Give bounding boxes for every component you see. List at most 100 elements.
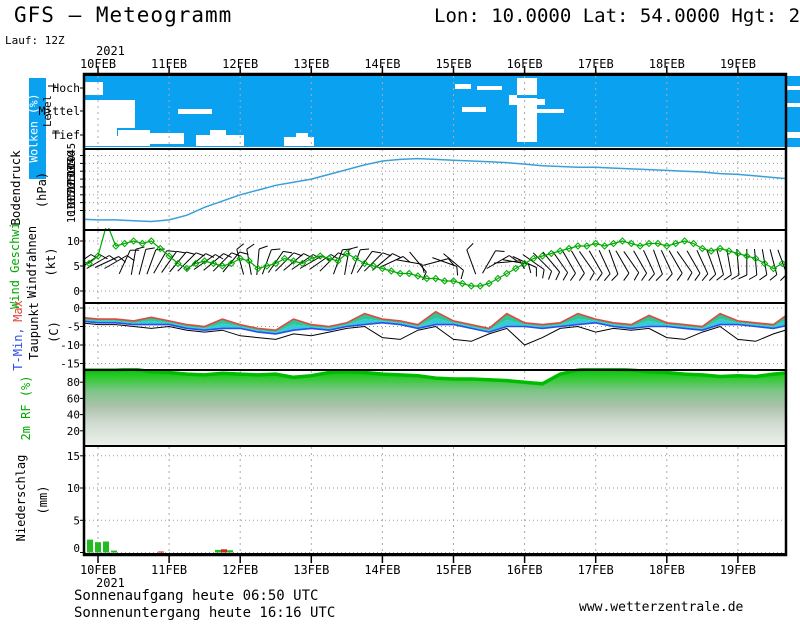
- wind-marker: [431, 274, 440, 283]
- panel-title-3: Max: [11, 300, 25, 322]
- wind-marker: [104, 221, 110, 227]
- wind-barb: [222, 251, 241, 273]
- wind-marker: [538, 252, 547, 260]
- wind-barb: [372, 253, 393, 271]
- wind-marker: [129, 237, 138, 245]
- wind-marker: [618, 237, 627, 245]
- wind-marker: [751, 254, 760, 263]
- wind-marker: [511, 264, 520, 273]
- wind-marker: [440, 277, 449, 285]
- top-day-label: 19FEB: [720, 57, 756, 71]
- wind-barb: [623, 251, 640, 273]
- wind-marker: [769, 264, 778, 273]
- wind-barb: [161, 251, 178, 273]
- website-credit: www.wetterzentrale.de: [579, 600, 744, 615]
- wind-barb-feather: [246, 243, 255, 250]
- model-run-label: Lauf: 12Z: [5, 34, 65, 47]
- wind-series: [85, 221, 785, 290]
- panel-title-2: Wind Geschwi.: [8, 215, 22, 309]
- wind-barb-feather: [126, 255, 135, 262]
- wind-marker: [334, 257, 342, 265]
- wind-barb: [608, 249, 619, 275]
- wind-marker: [609, 239, 618, 248]
- wind-barb-feather: [460, 270, 464, 280]
- wind-marker: [138, 239, 147, 248]
- wind-marker: [556, 247, 564, 255]
- wind-speed-line: [85, 228, 783, 287]
- wind-marker: [200, 257, 209, 265]
- wind-marker: [503, 269, 511, 278]
- sunrise-time: Sonnenaufgang heute 06:50 UTC: [74, 588, 319, 604]
- wind-barb: [85, 254, 92, 260]
- panel-title-4: 2m RF (%): [19, 375, 33, 440]
- wind-barb: [726, 249, 732, 275]
- wind-marker: [405, 269, 413, 278]
- wind-marker: [707, 247, 715, 255]
- wind-barb-feather: [562, 272, 569, 281]
- wind-barb-feather: [542, 269, 545, 279]
- wind-marker: [351, 254, 360, 263]
- bottom-day-label: 13FEB: [293, 563, 329, 577]
- wind-marker: [458, 279, 467, 288]
- panel-title-5: Niederschlag: [14, 455, 28, 542]
- wind-barb-feather: [118, 256, 126, 263]
- cloud-shape: [118, 130, 150, 146]
- precip-bar: [103, 541, 109, 553]
- wind-barb-feather: [372, 250, 381, 254]
- wind-marker: [476, 282, 484, 290]
- wind-barb-feather: [109, 255, 117, 262]
- panel-title-0: Wolken (%): [27, 93, 41, 162]
- cloud-shape: [509, 95, 517, 105]
- wind-marker: [743, 252, 751, 260]
- wind-barb-feather: [578, 273, 585, 281]
- wind-marker: [112, 242, 120, 250]
- wind-barb: [532, 252, 552, 272]
- wind-barb-feather: [456, 266, 459, 276]
- temp-band-upper: [85, 311, 785, 333]
- wind-barb: [86, 255, 110, 269]
- wind-barb: [633, 250, 648, 274]
- panel-title-3: T-Min,: [11, 327, 25, 370]
- wind-barb-feather: [589, 272, 595, 281]
- wind-barb-feather: [708, 273, 717, 281]
- cloud-shape: [210, 130, 226, 137]
- wind-barb: [153, 250, 168, 274]
- wind-barb: [493, 260, 520, 264]
- wind-marker: [218, 262, 227, 270]
- wind-barb-feather: [694, 273, 701, 281]
- wind-barb-feather: [633, 272, 640, 281]
- top-day-label: 15FEB: [435, 57, 471, 71]
- wind-barb-feather: [348, 246, 358, 250]
- wind-marker: [414, 272, 422, 280]
- wind-barb: [777, 249, 785, 271]
- wind-barb: [193, 254, 216, 270]
- wind-marker: [183, 264, 191, 273]
- wind-barb-feather: [360, 248, 370, 251]
- cloud-shape: [148, 133, 184, 144]
- cloud-shape: [786, 103, 800, 107]
- wind-barb-feather: [641, 273, 648, 281]
- wind-barb-feather: [528, 264, 532, 274]
- wind-barb: [660, 249, 673, 275]
- wind-barb: [344, 249, 350, 275]
- wind-marker: [663, 242, 671, 250]
- wind-marker: [227, 259, 236, 268]
- cloud-shape: [104, 136, 120, 146]
- wind-marker: [236, 254, 244, 263]
- wind-barb-feather: [135, 246, 145, 250]
- wind-barb: [615, 250, 630, 274]
- precip-tick-label: 0: [73, 542, 80, 555]
- temp-series: [85, 310, 785, 346]
- wind-marker: [494, 274, 502, 283]
- wind-barb: [203, 253, 224, 271]
- wind-marker: [778, 259, 785, 268]
- wind-barb: [578, 251, 595, 273]
- pressure-tick-label: 1045: [66, 143, 78, 168]
- wind-barb-feather: [422, 271, 427, 281]
- wind-marker: [591, 239, 600, 248]
- wind-marker: [316, 252, 324, 260]
- precip-bar: [95, 542, 101, 553]
- wind-barb-feather: [730, 274, 740, 280]
- temp-tick-label: -15: [60, 358, 80, 371]
- wind-barb-feather: [223, 253, 232, 258]
